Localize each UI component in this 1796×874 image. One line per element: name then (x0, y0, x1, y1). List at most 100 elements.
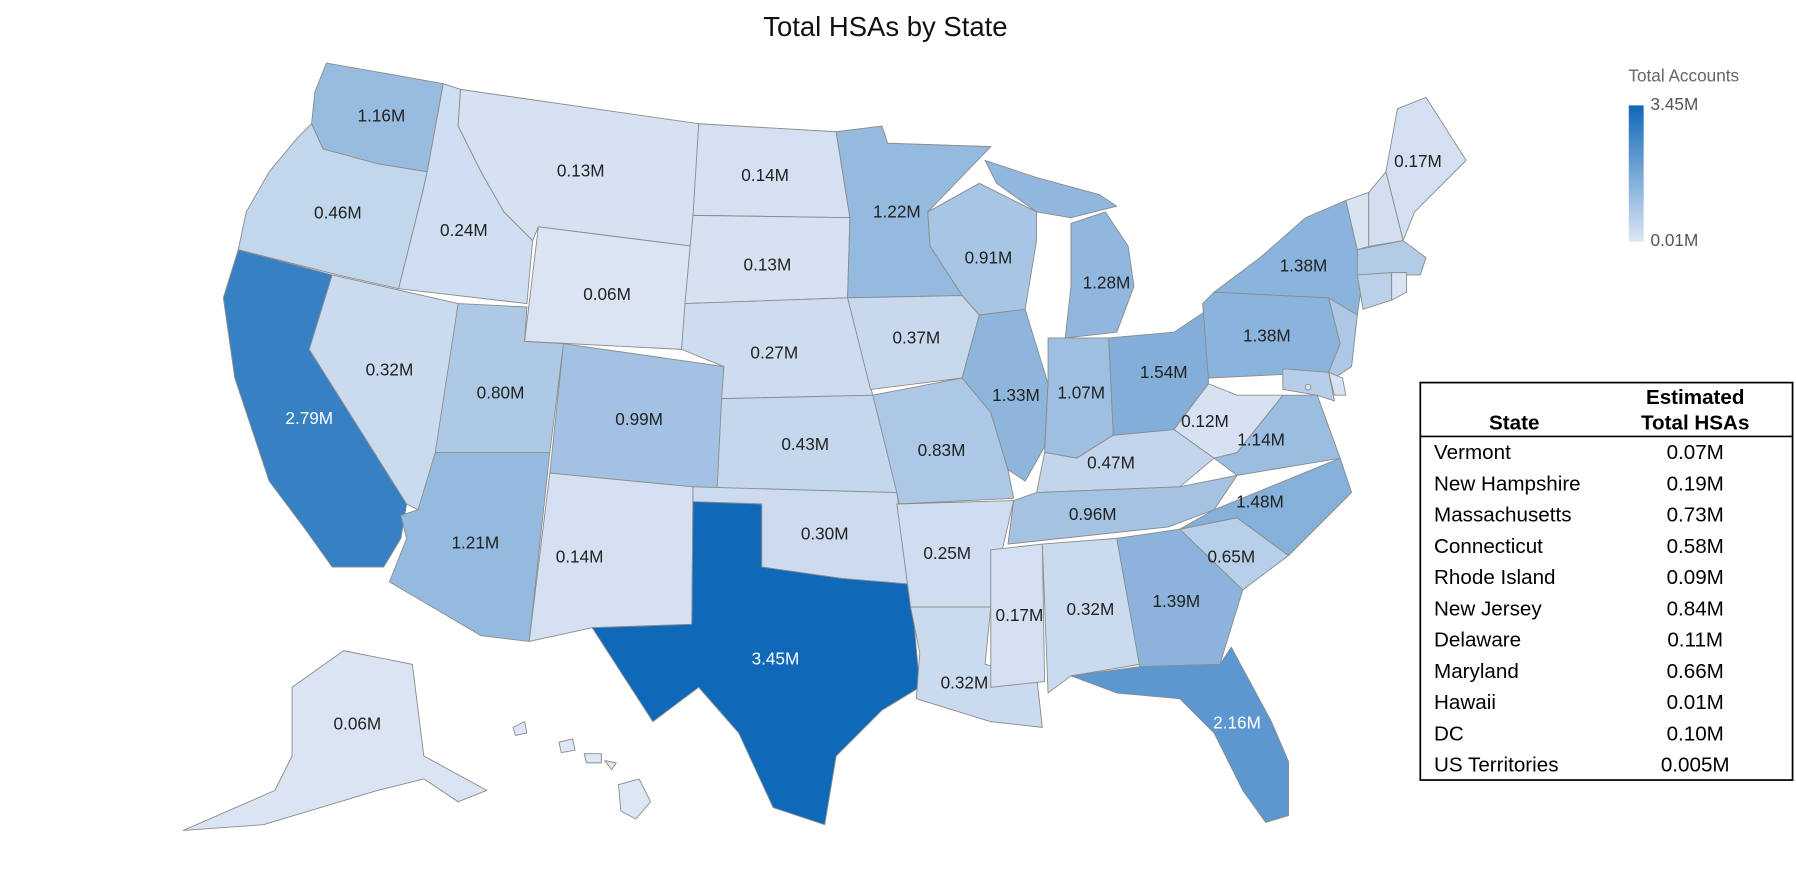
table-value: 0.005M (1661, 754, 1730, 777)
chart-title: Total HSAs by State (763, 11, 1007, 42)
state-labels: 1.16M 0.46M 2.79M 0.24M 0.13M 0.06M 0.32M 0.80M… (285, 105, 1441, 733)
state-value-label: 1.38M (1280, 255, 1328, 275)
state-value-label: 0.32M (366, 360, 414, 380)
table-state: Vermont (1434, 441, 1511, 464)
state-value-label: 0.25M (923, 543, 971, 563)
table-value: 0.09M (1667, 566, 1724, 589)
state (1041, 537, 1141, 694)
table-value: 0.73M (1667, 504, 1724, 527)
table-value: 0.10M (1667, 722, 1724, 745)
table-state: New Jersey (1434, 597, 1542, 620)
state (1070, 646, 1290, 823)
state-value-label: 2.79M (285, 408, 333, 428)
table-header: State (1489, 411, 1539, 434)
legend-tick-label: 0.01M (1651, 230, 1699, 250)
table-value: 0.66M (1667, 660, 1724, 683)
state (984, 159, 1118, 219)
state-value-label: 1.22M (873, 202, 921, 222)
state-value-label: 2.16M (1213, 712, 1261, 732)
state (1304, 383, 1312, 391)
state-value-label: 1.33M (992, 385, 1040, 405)
state (583, 753, 602, 764)
state-value-label: 0.12M (1181, 411, 1229, 431)
table-value: 0.58M (1667, 535, 1724, 558)
state-value-label: 0.32M (941, 672, 989, 692)
state-value-label: 0.14M (741, 165, 789, 185)
table-state: Massachusetts (1434, 504, 1571, 527)
state-value-label: 0.96M (1069, 504, 1117, 524)
state (237, 123, 428, 290)
table-value: 0.84M (1667, 597, 1724, 620)
table-value: 0.01M (1667, 691, 1724, 714)
state (990, 543, 1046, 688)
state-value-label: 0.91M (965, 247, 1013, 267)
state-value-label: 1.38M (1243, 325, 1291, 345)
state-value-label: 0.27M (750, 342, 798, 362)
table-state: Rhode Island (1434, 566, 1555, 589)
legend-tick-label: 3.45M (1651, 94, 1699, 114)
state (528, 472, 694, 642)
table-value: 0.07M (1667, 441, 1724, 464)
table-state: US Territories (1434, 754, 1558, 777)
table-header: Total HSAs (1641, 411, 1749, 434)
state-value-label: 0.13M (744, 254, 792, 274)
state (1356, 240, 1427, 276)
state (1064, 211, 1135, 339)
state (1007, 474, 1238, 545)
state (1116, 528, 1244, 668)
state-value-label: 0.14M (556, 546, 604, 566)
state-value-label: 0.17M (996, 605, 1044, 625)
state (910, 606, 1043, 728)
state-value-label: 0.24M (440, 220, 488, 240)
state-value-label: 0.13M (557, 160, 605, 180)
state (388, 452, 551, 642)
state-value-label: 1.28M (1083, 273, 1131, 293)
state-value-label: 0.65M (1207, 546, 1255, 566)
state-value-label: 0.47M (1087, 452, 1135, 472)
state-value-label: 1.07M (1057, 383, 1105, 403)
state-value-label: 0.32M (1067, 599, 1115, 619)
table-value: 0.11M (1667, 629, 1723, 652)
table-state: Delaware (1434, 629, 1521, 652)
state-value-label: 0.43M (781, 434, 829, 454)
state-value-label: 0.30M (801, 523, 849, 543)
state-value-label: 0.37M (892, 328, 940, 348)
state-value-label: 0.83M (918, 440, 966, 460)
legend-gradient (1628, 105, 1644, 242)
table-frame (1419, 381, 1794, 781)
state (618, 778, 652, 820)
state (1173, 383, 1284, 459)
legend-title: Total Accounts (1628, 65, 1739, 85)
state-value-label: 1.39M (1152, 591, 1200, 611)
state-value-label: 1.14M (1237, 430, 1285, 450)
state (604, 760, 617, 771)
state-value-label: 1.48M (1236, 491, 1284, 511)
state-value-label: 0.06M (334, 714, 382, 734)
table-state: Maryland (1434, 660, 1519, 683)
state (1328, 371, 1347, 396)
state-value-label: 1.21M (451, 533, 499, 553)
state (1391, 272, 1408, 301)
table-state: New Hampshire (1434, 472, 1581, 495)
state (961, 308, 1049, 482)
table-state: Hawaii (1434, 691, 1496, 714)
table-state: DC (1434, 722, 1464, 745)
state-value-label: 0.99M (615, 409, 663, 429)
state (182, 650, 488, 831)
state (591, 501, 921, 826)
table-state: Connecticut (1434, 535, 1543, 558)
table-header: Estimated (1646, 386, 1745, 409)
state (512, 721, 528, 736)
state-value-label: 0.46M (314, 203, 362, 223)
state (1356, 272, 1393, 310)
state-value-label: 3.45M (752, 648, 800, 668)
state-value-label: 1.54M (1140, 362, 1188, 382)
state-value-label: 0.17M (1394, 151, 1442, 171)
table-value: 0.19M (1667, 472, 1724, 495)
state (558, 738, 576, 754)
state-value-label: 1.16M (358, 105, 406, 125)
state-value-label: 0.06M (583, 284, 631, 304)
state-value-label: 0.80M (477, 383, 525, 403)
